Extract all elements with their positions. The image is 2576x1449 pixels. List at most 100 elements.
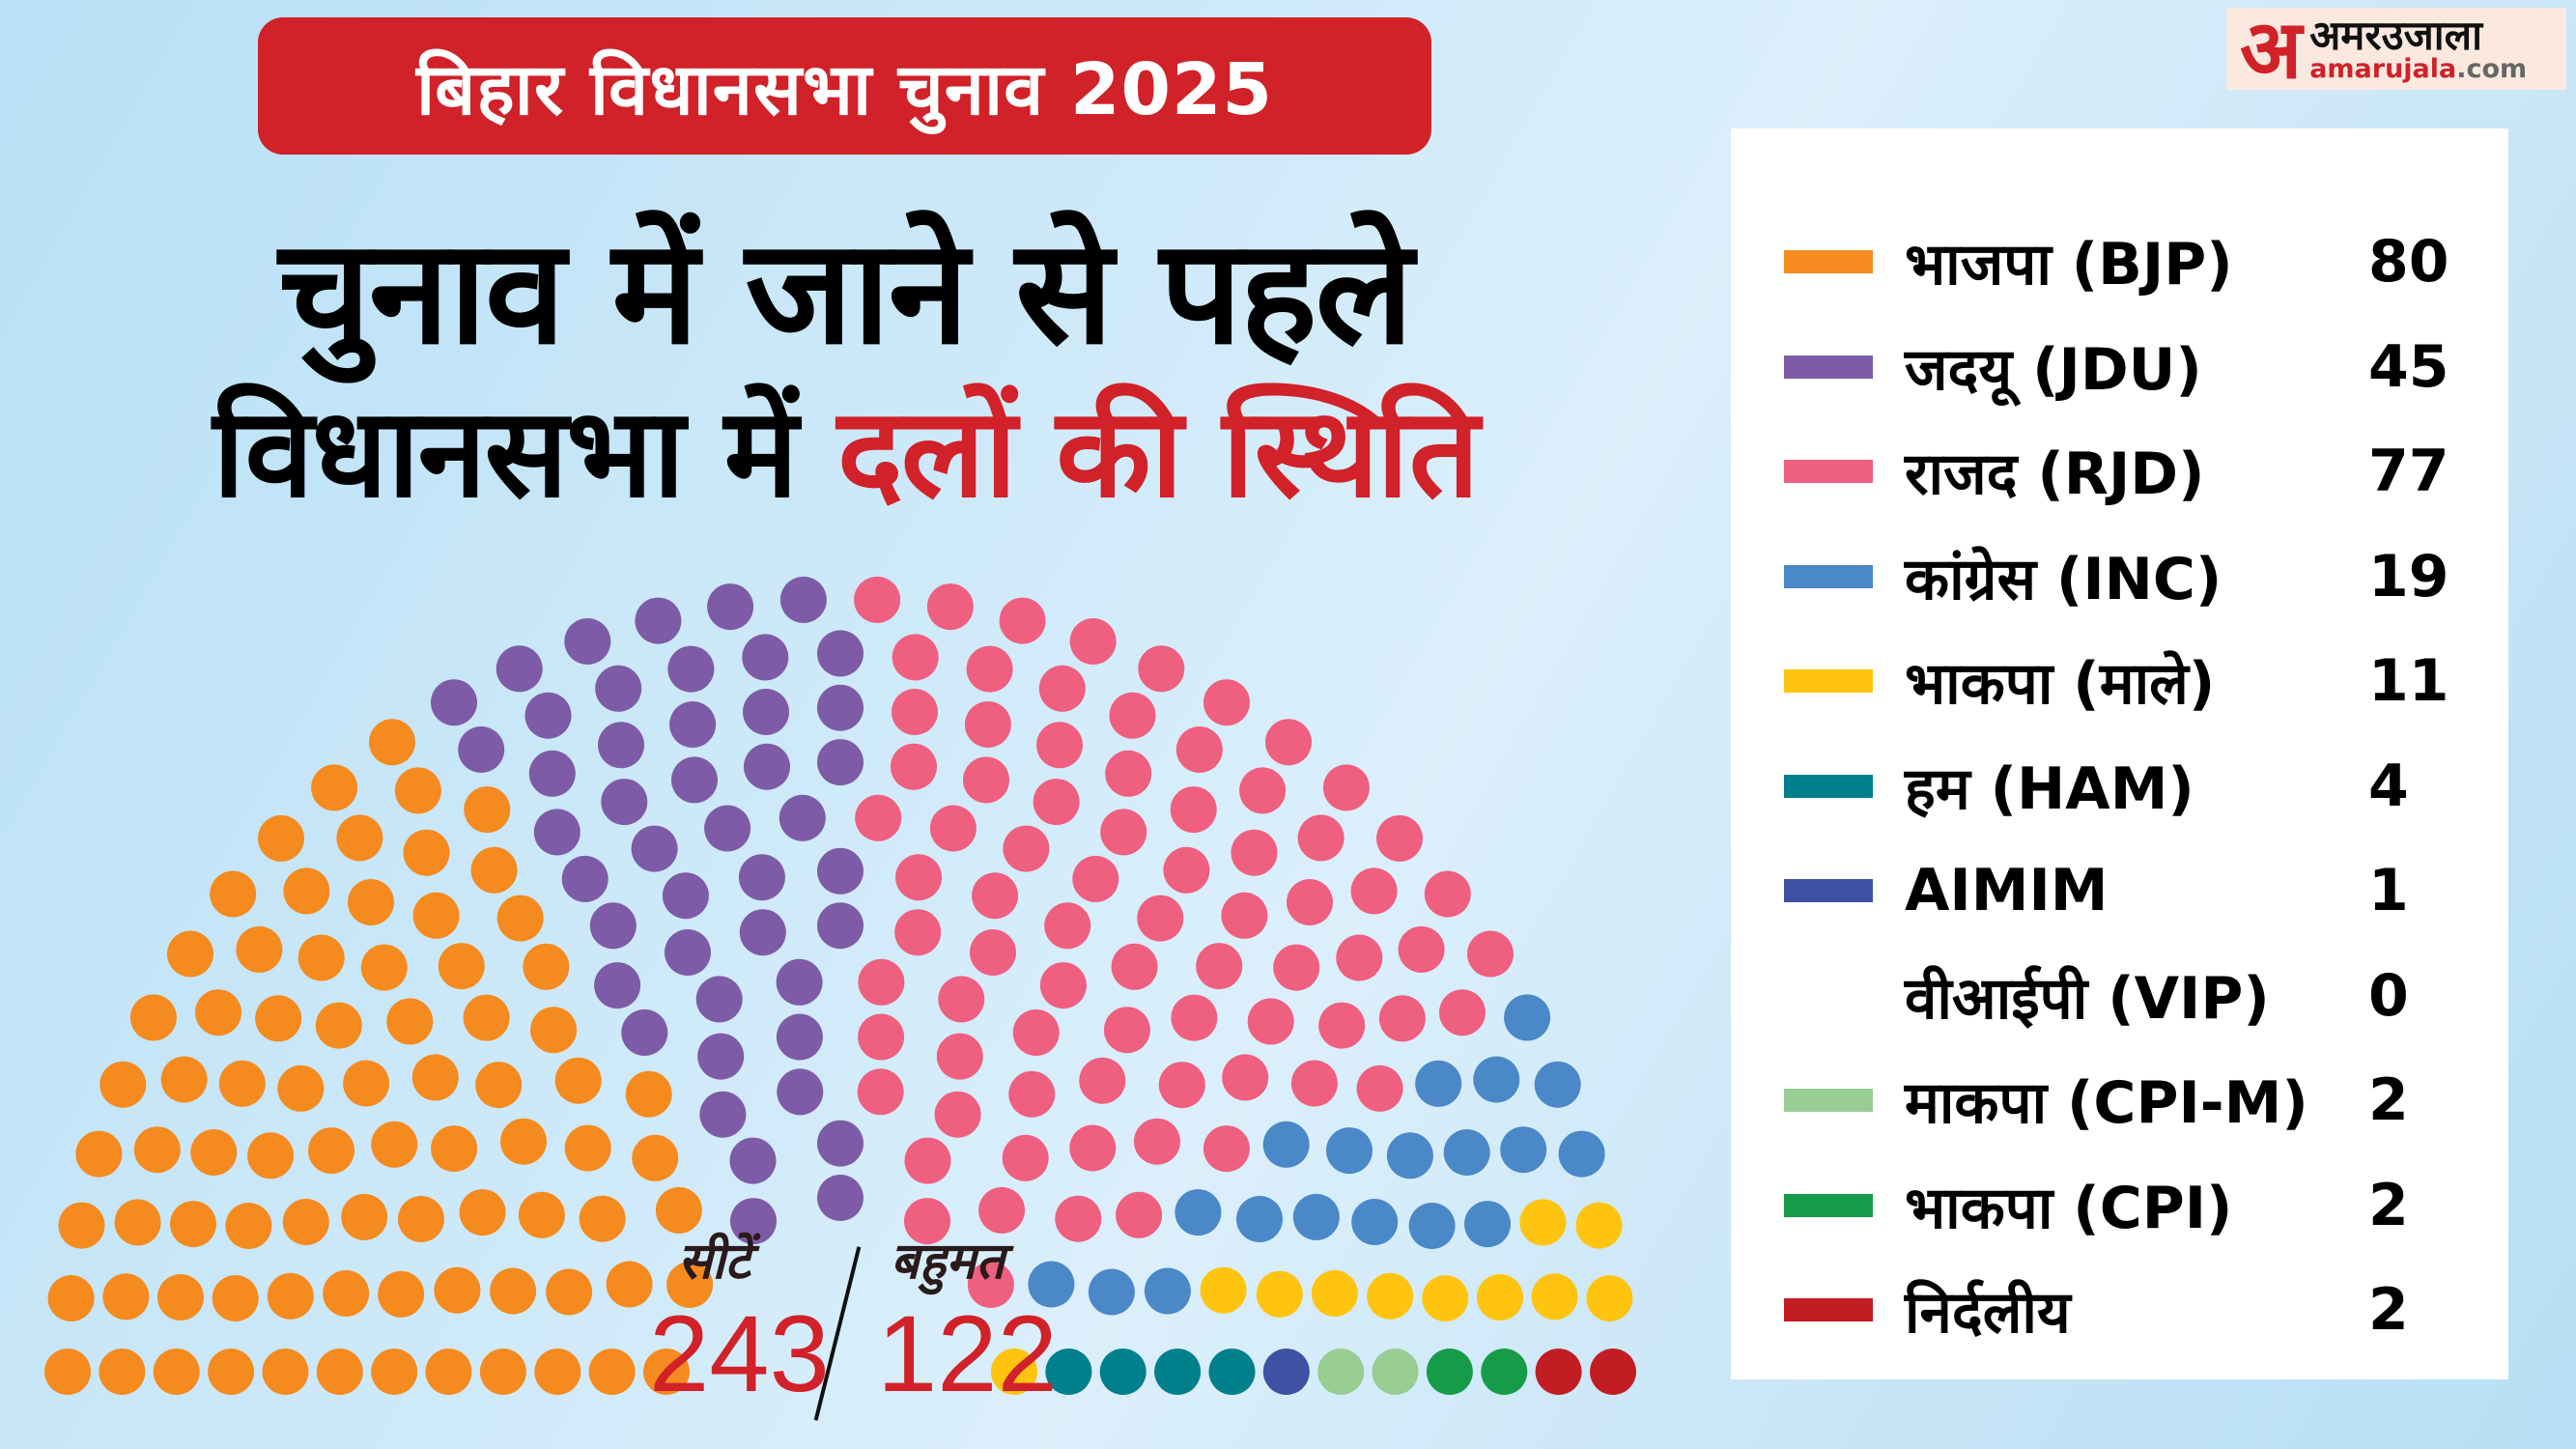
seat-dot bbox=[776, 958, 823, 1006]
seat-dot bbox=[1002, 1134, 1049, 1181]
legend-item: भाकपा (माले) 11 bbox=[1731, 642, 2508, 720]
legend-swatch bbox=[1784, 879, 1873, 902]
seat-dot bbox=[210, 870, 257, 918]
seat-dot bbox=[894, 909, 942, 956]
headline: चुनाव में जाने से पहले विधानसभा में दलों… bbox=[155, 220, 1536, 516]
seat-dot bbox=[102, 1273, 150, 1321]
seat-dot bbox=[1154, 1349, 1202, 1395]
seat-dot bbox=[411, 1054, 459, 1101]
seat-summary: सीटें 243 बहुमत 122 bbox=[637, 1225, 1062, 1421]
legend-swatch bbox=[1784, 1298, 1873, 1321]
legend-item: माकपा (CPI-M) 2 bbox=[1731, 1062, 2508, 1139]
seat-dot bbox=[999, 597, 1046, 644]
seat-dot bbox=[360, 944, 408, 991]
legend-party-count: 77 bbox=[2368, 438, 2449, 505]
seat-dot bbox=[936, 1033, 983, 1080]
seat-dot bbox=[665, 929, 711, 976]
seat-dot bbox=[1273, 944, 1320, 991]
seat-dot bbox=[348, 879, 394, 925]
seat-dot bbox=[262, 1349, 309, 1395]
seat-dot bbox=[153, 1349, 200, 1395]
seat-dot bbox=[1088, 1268, 1135, 1316]
seat-dot bbox=[311, 764, 358, 811]
seat-dot bbox=[1317, 1349, 1365, 1395]
seat-dot bbox=[1105, 750, 1152, 797]
seat-dot bbox=[1575, 1202, 1623, 1249]
seat-dot bbox=[1222, 1054, 1269, 1101]
seat-dot bbox=[1322, 764, 1370, 811]
seat-dot bbox=[1138, 645, 1185, 693]
seat-dot bbox=[341, 1193, 388, 1240]
seat-dot bbox=[963, 756, 1009, 804]
seat-dot bbox=[817, 684, 863, 731]
seat-dot bbox=[707, 583, 754, 631]
seat-dot bbox=[1558, 1130, 1605, 1178]
seat-dot bbox=[1028, 1261, 1075, 1308]
seat-dot bbox=[1500, 1126, 1547, 1174]
seat-dot bbox=[267, 1272, 314, 1320]
seat-dot bbox=[669, 701, 717, 748]
seat-dot bbox=[1590, 1349, 1636, 1395]
seat-dot bbox=[1265, 719, 1312, 766]
seat-dot bbox=[490, 1267, 537, 1315]
logo-mark-icon: अ bbox=[2240, 0, 2303, 97]
seat-dot bbox=[1422, 1275, 1469, 1321]
seat-dot bbox=[564, 618, 611, 665]
seat-dot bbox=[315, 1002, 362, 1049]
seat-dot bbox=[776, 1013, 823, 1061]
seat-dot bbox=[671, 756, 718, 804]
seat-dot bbox=[1072, 855, 1119, 902]
seat-dot bbox=[594, 962, 641, 1009]
seat-dot bbox=[635, 597, 682, 644]
legend-party-name: जदयू (JDU) bbox=[1905, 335, 2202, 404]
seat-dot bbox=[598, 722, 644, 769]
amarujala-logo[interactable]: अ अमरउजाला amarujala.com bbox=[2226, 8, 2566, 90]
seat-dot bbox=[258, 814, 304, 862]
seat-dot bbox=[1170, 786, 1217, 834]
legend-party-count: 0 bbox=[2368, 961, 2409, 1030]
seat-dot bbox=[369, 719, 415, 766]
seat-dot bbox=[926, 583, 974, 631]
legend-party-name: राजद (RJD) bbox=[1905, 440, 2205, 508]
seat-dot bbox=[386, 998, 434, 1045]
seat-dot bbox=[1069, 1124, 1117, 1172]
logo-hindi-text: अमरउजाला bbox=[2309, 12, 2482, 59]
seat-dot bbox=[1221, 892, 1268, 939]
seat-dot bbox=[1287, 879, 1333, 925]
seat-dot bbox=[817, 902, 863, 950]
legend-party-count: 2 bbox=[2368, 1171, 2409, 1239]
logo-english-text: amarujala.com bbox=[2309, 54, 2528, 84]
seat-dot bbox=[195, 989, 241, 1037]
seat-dot bbox=[475, 1062, 523, 1109]
legend-party-count: 80 bbox=[2368, 228, 2449, 296]
seat-dot bbox=[495, 645, 543, 693]
seat-dot bbox=[964, 701, 1011, 748]
seat-dot bbox=[1372, 1349, 1419, 1395]
legend-party-name: भाजपा (BJP) bbox=[1905, 231, 2233, 298]
seat-dot bbox=[742, 634, 789, 681]
seat-dot bbox=[858, 958, 905, 1006]
legend-swatch bbox=[1784, 1089, 1873, 1112]
seat-dot bbox=[655, 1186, 702, 1234]
seat-dot bbox=[588, 1349, 636, 1395]
seat-dot bbox=[1535, 1349, 1582, 1395]
seat-dot bbox=[1519, 1199, 1567, 1246]
seat-dot bbox=[744, 743, 790, 790]
legend-swatch bbox=[1784, 1193, 1873, 1217]
seat-dot bbox=[1477, 1274, 1523, 1321]
parliament-seat-chart bbox=[44, 576, 1636, 1395]
seat-dot bbox=[595, 665, 642, 712]
seat-dot bbox=[533, 809, 580, 856]
seat-dot bbox=[1426, 1349, 1473, 1395]
seat-dot bbox=[854, 576, 901, 623]
legend-party-count: 45 bbox=[2368, 332, 2449, 401]
seat-dot bbox=[1311, 1269, 1358, 1317]
seat-dot bbox=[464, 786, 511, 834]
seat-dot bbox=[1200, 1266, 1247, 1314]
seat-dot bbox=[1356, 1065, 1403, 1112]
legend-item: हम (HAM) 4 bbox=[1731, 748, 2508, 825]
legend-party-count: 4 bbox=[2368, 752, 2409, 820]
seat-dot bbox=[1203, 679, 1250, 726]
seat-dot bbox=[1467, 930, 1514, 978]
seat-dot bbox=[412, 892, 460, 939]
